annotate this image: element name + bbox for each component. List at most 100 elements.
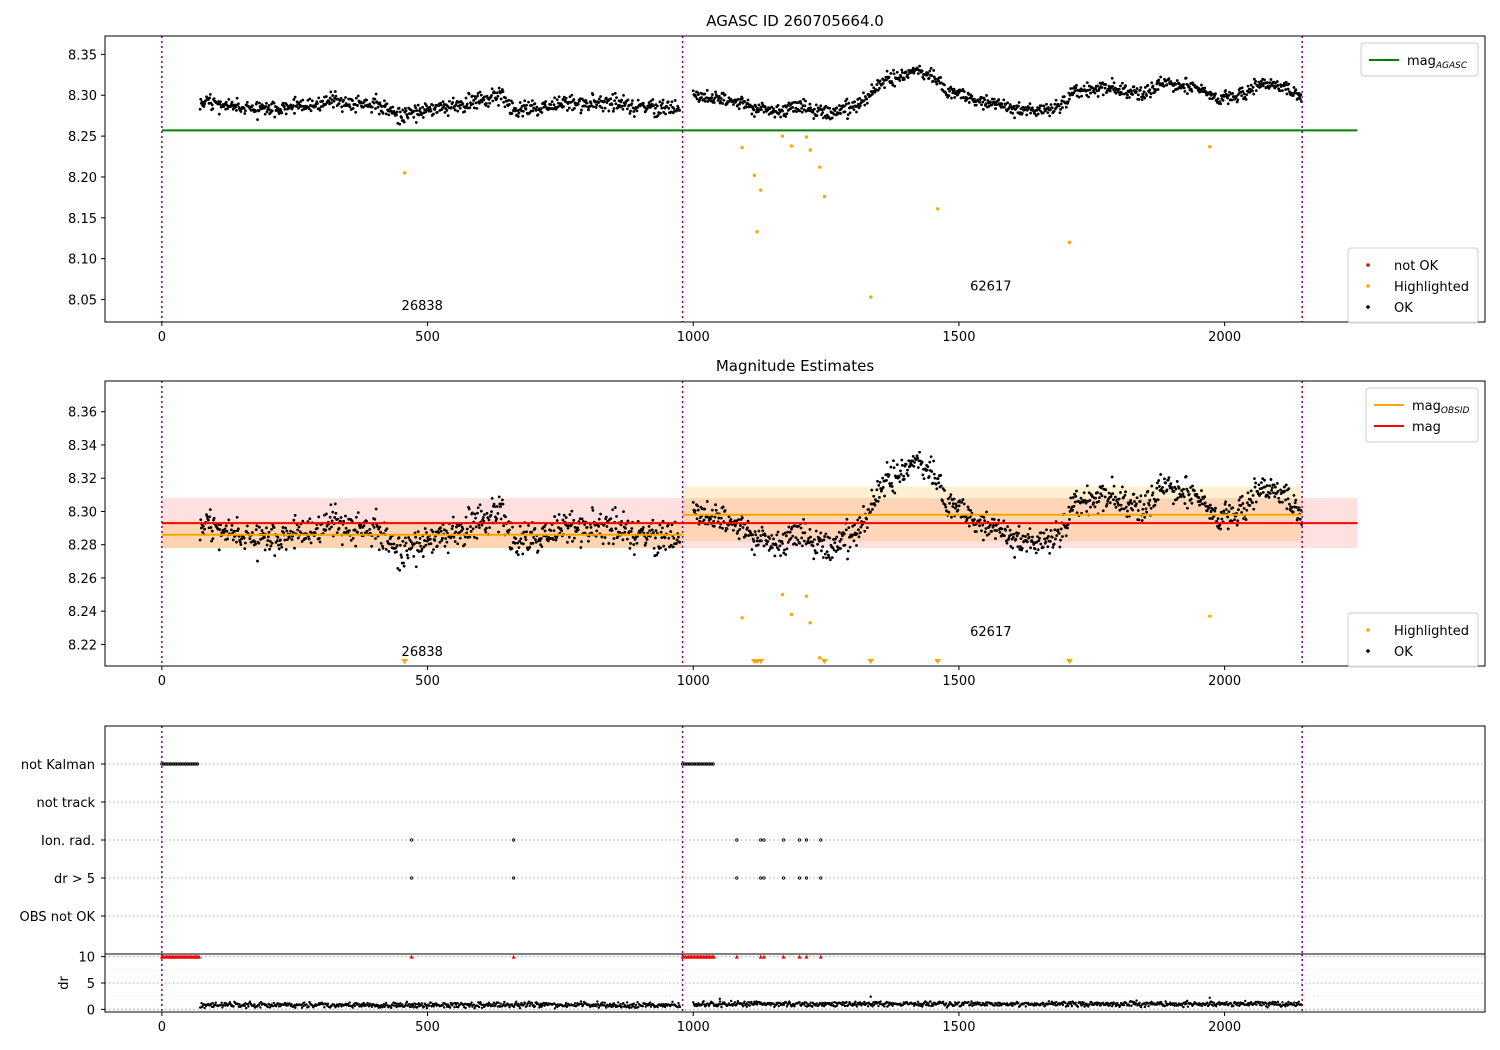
ok-point <box>1053 102 1057 106</box>
ok-point <box>268 539 272 543</box>
ok-point <box>941 499 944 503</box>
dr-point <box>499 1002 502 1005</box>
ok-point <box>1230 519 1234 523</box>
ok-point <box>422 545 426 549</box>
ok-point <box>1027 535 1031 539</box>
ok-point <box>1227 510 1231 514</box>
ok-point <box>808 528 812 531</box>
ok-point <box>400 116 404 120</box>
ok-point <box>949 493 953 497</box>
ok-point <box>530 530 534 534</box>
dr-point <box>1074 1001 1077 1005</box>
dr-point <box>1061 1003 1065 1007</box>
ok-point <box>562 105 565 108</box>
ok-point <box>856 102 860 106</box>
ok-point <box>709 517 712 521</box>
ok-point <box>725 527 729 531</box>
ok-point <box>478 503 482 507</box>
legend-dot-swatch <box>1366 305 1370 309</box>
ok-point <box>208 92 212 96</box>
ok-point <box>268 547 272 551</box>
dr-point <box>763 1002 766 1005</box>
ok-point <box>705 88 709 92</box>
ok-point <box>952 87 956 91</box>
ok-point <box>1281 500 1284 504</box>
ok-point <box>848 545 852 549</box>
ok-point <box>777 548 781 551</box>
ok-point <box>835 535 839 539</box>
ok-point <box>1042 531 1046 535</box>
ok-point <box>488 526 492 530</box>
ok-point <box>418 107 422 110</box>
ok-point <box>404 106 407 110</box>
ok-point <box>656 114 660 117</box>
ok-point <box>397 106 401 110</box>
ok-point <box>1199 498 1203 502</box>
ok-point <box>990 103 994 107</box>
ok-point <box>210 103 214 107</box>
x-tick-label: 2000 <box>1208 330 1241 345</box>
ok-point <box>1290 91 1294 95</box>
dr-point <box>695 1004 699 1008</box>
ok-point <box>202 105 206 108</box>
ok-point <box>948 89 951 93</box>
ok-point <box>819 531 823 535</box>
ok-point <box>837 530 841 534</box>
ok-point <box>472 535 476 539</box>
ok-point <box>493 91 497 95</box>
ok-point <box>796 538 800 542</box>
ok-point <box>453 540 457 543</box>
ok-point <box>485 94 489 98</box>
ok-point <box>1144 507 1148 511</box>
ok-point <box>394 546 398 550</box>
ok-point <box>669 543 673 547</box>
ok-point <box>1037 539 1041 543</box>
ok-point <box>458 106 462 110</box>
ok-point <box>528 545 532 549</box>
dr-point <box>1110 1001 1113 1005</box>
ok-point <box>1186 506 1189 510</box>
ok-point <box>378 101 382 105</box>
ok-point <box>1296 508 1300 512</box>
dr-point <box>497 1001 500 1004</box>
ok-point <box>712 98 716 102</box>
ok-point <box>873 90 877 94</box>
ok-point <box>1034 114 1038 118</box>
dr-point <box>1101 1001 1105 1005</box>
ok-point <box>534 538 537 542</box>
ok-point <box>208 96 212 100</box>
ok-point <box>218 102 222 106</box>
flag-marker <box>762 838 766 842</box>
ok-point <box>504 96 507 100</box>
ok-point <box>906 474 910 477</box>
dr-point <box>677 1001 680 1005</box>
ok-point <box>1263 78 1266 82</box>
ok-point <box>1239 504 1243 507</box>
ok-point <box>253 540 257 544</box>
ok-point <box>867 508 870 511</box>
ok-point <box>1189 486 1193 489</box>
dr-point <box>366 1001 369 1005</box>
ok-point <box>1096 84 1099 88</box>
ok-point <box>768 537 772 540</box>
flag-category-label: not track <box>36 796 95 811</box>
ok-point <box>580 108 583 112</box>
highlighted-point <box>818 165 822 169</box>
dr-point <box>1174 1002 1178 1005</box>
ok-point <box>966 97 969 100</box>
ok-point <box>518 539 521 543</box>
ok-point <box>1174 82 1178 86</box>
dr-point <box>518 1006 522 1010</box>
ok-point <box>401 108 405 112</box>
dr-point <box>745 1005 749 1008</box>
dr-point <box>628 1006 631 1010</box>
dr-point <box>625 1005 628 1009</box>
y-tick-label: 10 <box>78 951 95 966</box>
ok-point <box>605 525 609 528</box>
ok-point <box>712 519 716 523</box>
ok-point <box>694 95 698 99</box>
ok-point <box>737 518 740 522</box>
ok-point <box>231 538 235 542</box>
ok-point <box>564 96 568 100</box>
ok-point <box>1135 496 1139 500</box>
